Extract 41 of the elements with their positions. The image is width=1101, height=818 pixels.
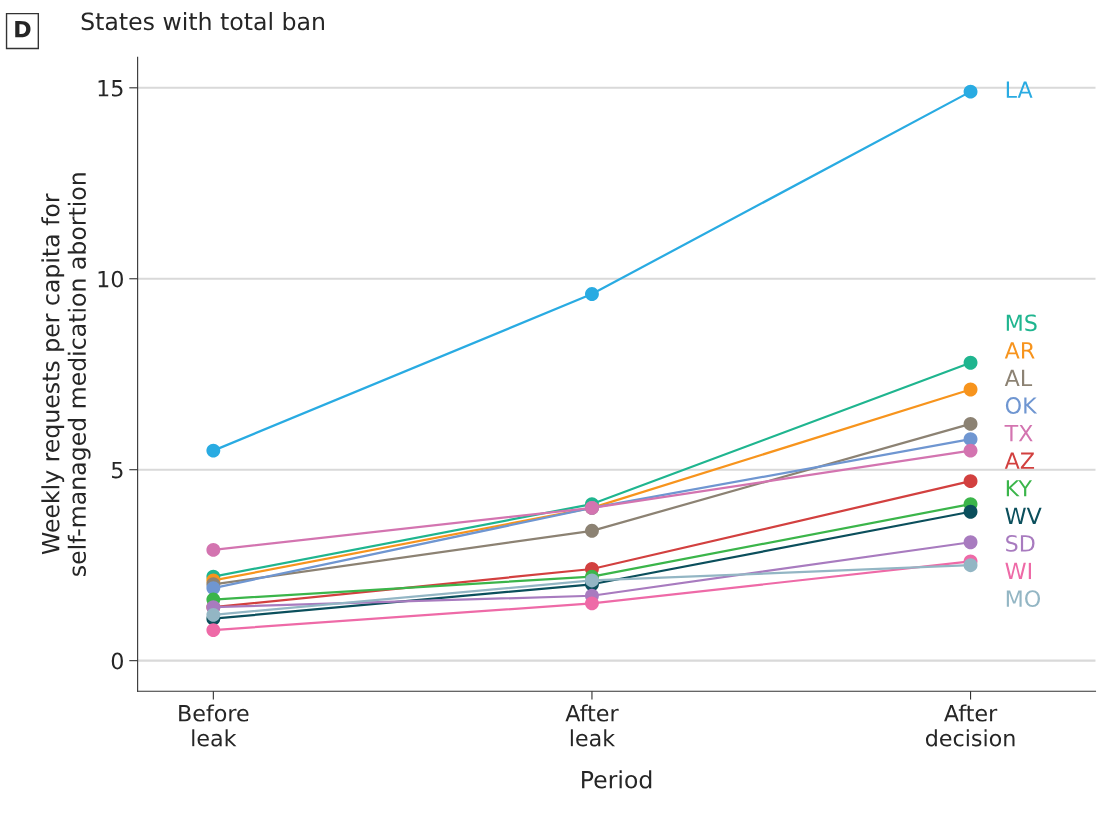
series-label: WI [1005, 562, 1031, 580]
point [963, 535, 978, 550]
point [585, 573, 599, 588]
x-axis-title: Period [582, 770, 652, 789]
point [585, 523, 599, 538]
point [963, 504, 978, 519]
series-label: KY [1006, 480, 1033, 497]
point [963, 558, 978, 573]
point [206, 542, 221, 557]
point [206, 623, 221, 638]
series-label: SD [1006, 534, 1035, 552]
point [963, 416, 978, 431]
point [963, 474, 978, 489]
y-tick-label: 10 [98, 270, 123, 288]
series-label: AZ [1004, 452, 1035, 469]
point [206, 607, 221, 622]
series-label: OK [1005, 397, 1038, 414]
point [585, 287, 599, 301]
series-label: AR [1004, 342, 1035, 359]
point [206, 581, 221, 596]
x-tick-label: After decision [925, 704, 1015, 747]
text: D [15, 21, 31, 38]
y-axis-title: Weekly requests per capita for self-managed medication abortion [41, 173, 91, 576]
point [206, 443, 221, 458]
series-label: TX [1004, 424, 1033, 442]
y-tick-label: 15 [98, 80, 123, 97]
point [963, 382, 978, 397]
point [963, 84, 978, 99]
point [963, 355, 978, 370]
series-label: MO [1006, 590, 1041, 607]
y-tick-label: 0 [111, 652, 123, 670]
series-label: AL [1004, 369, 1033, 387]
x-tick-label: After leak [565, 704, 619, 747]
x-tick-label: Before leak [179, 704, 249, 747]
chart-title: States with total ban [81, 11, 324, 31]
point [585, 596, 599, 611]
series-label: LA [1006, 81, 1033, 98]
y-tick-label: 5 [112, 461, 123, 479]
series-label: MS [1006, 314, 1037, 332]
series-label: WV [1005, 507, 1042, 524]
point [963, 443, 978, 458]
